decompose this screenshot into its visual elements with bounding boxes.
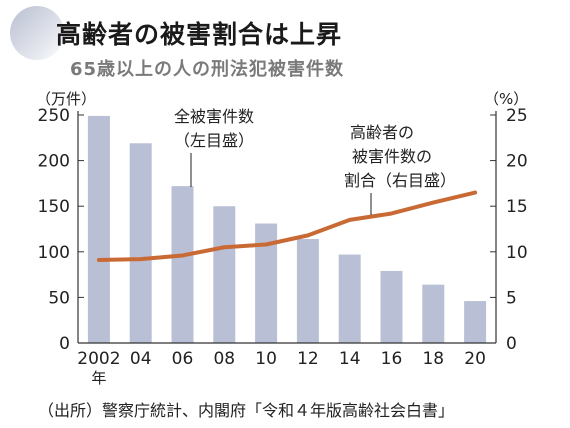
left-tick-label: 150 <box>38 197 70 217</box>
bar <box>255 223 278 343</box>
annotation-ratio-line2: 被害件数の <box>352 147 432 166</box>
left-tick-label: 100 <box>38 243 70 263</box>
right-tick-label: 0 <box>506 334 517 354</box>
source-note: （出所）警察庁統計、内閣府「令和４年版高齢社会白書」 <box>38 401 455 420</box>
bar <box>87 115 110 343</box>
bar <box>296 239 319 343</box>
right-axis-unit: （%） <box>484 90 528 108</box>
left-tick-label: 50 <box>48 288 70 308</box>
right-tick-label: 20 <box>506 152 528 172</box>
bar <box>171 186 194 343</box>
bar <box>422 284 445 343</box>
annotation-total-line1: 全被害件数 <box>174 107 254 126</box>
x-tick-label: 2002 <box>77 349 120 369</box>
x-tick-label: 08 <box>213 349 235 369</box>
right-tick-label: 15 <box>506 197 528 217</box>
annotation-total-line2: （左目盛） <box>174 131 254 150</box>
x-tick-label: 06 <box>172 349 194 369</box>
ratio-line <box>96 190 478 263</box>
bar <box>213 206 236 343</box>
right-tick-label: 5 <box>506 288 517 308</box>
chart-header: 高齢者の被害割合は上昇 65歳以上の人の刑法犯被害件数 <box>10 6 560 86</box>
chart-title: 高齢者の被害割合は上昇 <box>56 20 343 49</box>
left-tick-label: 250 <box>38 106 70 126</box>
chart-subtitle: 65歳以上の人の刑法犯被害件数 <box>70 59 345 80</box>
x-tick-label: 12 <box>297 349 319 369</box>
x-axis-unit: 年 <box>91 369 106 387</box>
x-tick-label: 18 <box>422 349 444 369</box>
bar <box>338 254 361 343</box>
bar <box>129 143 152 343</box>
right-tick-label: 10 <box>506 243 528 263</box>
bar <box>380 270 403 343</box>
right-tick-label: 25 <box>506 106 528 126</box>
left-axis-unit: （万件） <box>36 90 96 108</box>
x-tick-label: 14 <box>339 349 361 369</box>
x-tick-label: 20 <box>464 349 486 369</box>
bar <box>464 301 487 343</box>
annotation-ratio-line3: 割合（右目盛） <box>344 171 456 190</box>
x-tick-label: 16 <box>381 349 403 369</box>
x-tick-label: 04 <box>130 349 152 369</box>
title-decoration-circle <box>10 6 64 60</box>
annotation-ratio-line1: 高齢者の <box>350 123 414 142</box>
left-tick-label: 200 <box>38 152 70 172</box>
x-tick-label: 10 <box>255 349 277 369</box>
left-tick-label: 0 <box>59 334 70 354</box>
